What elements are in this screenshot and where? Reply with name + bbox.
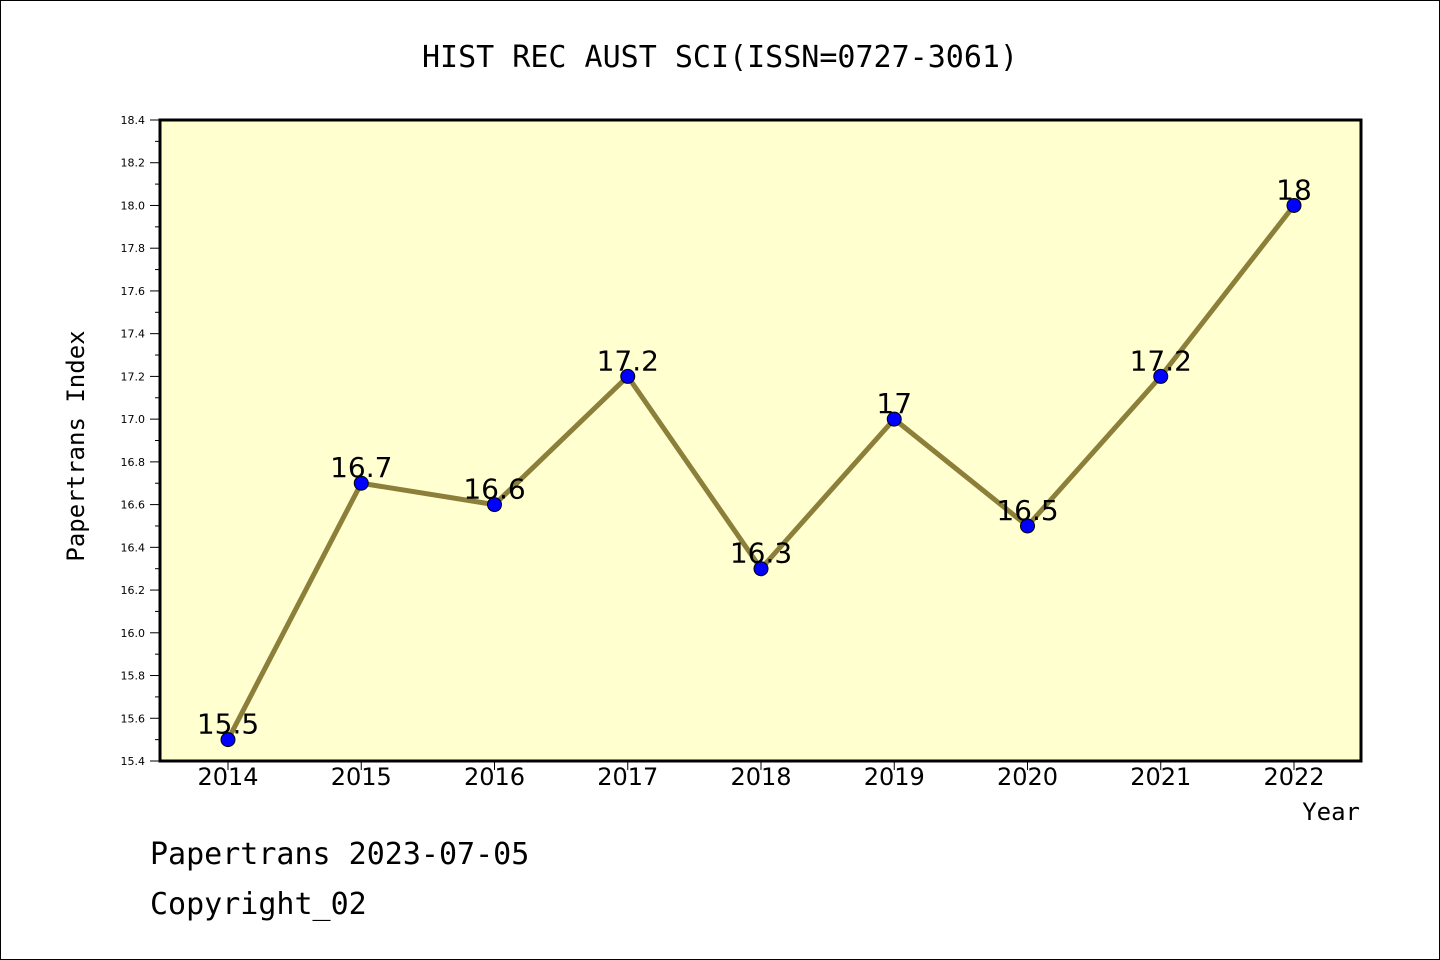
- data-point: [620, 368, 636, 384]
- x-axis-label: Year: [1302, 798, 1360, 826]
- x-tick-label: 2016: [464, 763, 525, 791]
- y-tick-label: 16.0: [121, 627, 146, 640]
- data-point: [753, 561, 769, 577]
- data-point: [1153, 368, 1169, 384]
- data-label: 16.3: [730, 537, 792, 570]
- y-tick-label: 17.8: [121, 242, 146, 255]
- y-tick-label: 15.4: [121, 755, 146, 768]
- x-tick-label: 2015: [331, 763, 392, 791]
- x-tick-label: 2018: [730, 763, 791, 791]
- data-label: 18: [1276, 173, 1312, 206]
- x-axis: 2014 2015 2016 2017 2018 2019 2020 2021 2022: [197, 761, 1325, 791]
- y-axis: 15.4 15.6 15.8 16.0 16.2 16.4 16.6 16.8 17.0 17.2…: [121, 114, 160, 768]
- x-tick-label: 2020: [997, 763, 1058, 791]
- x-tick-label: 2022: [1263, 763, 1324, 791]
- plot-frame: [158, 118, 1363, 763]
- y-tick-label: 15.6: [121, 712, 146, 725]
- y-tick-label: 15.8: [121, 670, 146, 683]
- data-label: 16.5: [996, 494, 1058, 527]
- x-tick-label: 2019: [864, 763, 925, 791]
- y-tick-label: 18.4: [121, 114, 146, 127]
- data-labels: 15.5 16.7 16.6 17.2 16.3 17 16.5 17.2 18: [197, 173, 1312, 740]
- y-tick-label: 18.2: [121, 157, 146, 170]
- data-point: [1286, 197, 1302, 213]
- y-tick-label: 16.2: [121, 584, 146, 597]
- y-tick-label: 17.2: [121, 370, 146, 383]
- x-tick-label: 2014: [197, 763, 258, 791]
- data-point: [353, 475, 369, 491]
- data-label: 15.5: [197, 708, 259, 741]
- data-label: 17.2: [1130, 344, 1192, 377]
- data-label: 17.2: [597, 344, 659, 377]
- data-label: 17: [876, 387, 912, 420]
- y-tick-label: 17.6: [121, 285, 146, 298]
- series-markers: [220, 197, 1302, 748]
- chart-title: HIST REC AUST SCI(ISSN=0727-3061): [422, 40, 1018, 75]
- y-tick-label: 16.8: [121, 456, 146, 469]
- data-point: [220, 732, 236, 748]
- data-point: [886, 411, 902, 427]
- y-axis-label: Papertrans Index: [62, 330, 90, 561]
- footer-copyright: Copyright_02: [150, 887, 367, 922]
- x-tick-label: 2017: [597, 763, 658, 791]
- data-label: 16.7: [330, 451, 392, 484]
- plot-area: [160, 120, 1361, 761]
- footer-date: Papertrans 2023-07-05: [150, 837, 529, 872]
- data-point: [487, 497, 502, 513]
- y-tick-label: 16.4: [121, 541, 146, 554]
- y-tick-label: 17.0: [121, 413, 146, 426]
- y-tick-label: 18.0: [121, 199, 146, 212]
- y-tick-label: 16.6: [121, 499, 146, 512]
- data-point: [1020, 518, 1035, 534]
- data-label: 16.6: [463, 473, 525, 506]
- y-tick-label: 17.4: [121, 328, 146, 341]
- x-tick-label: 2021: [1130, 763, 1191, 791]
